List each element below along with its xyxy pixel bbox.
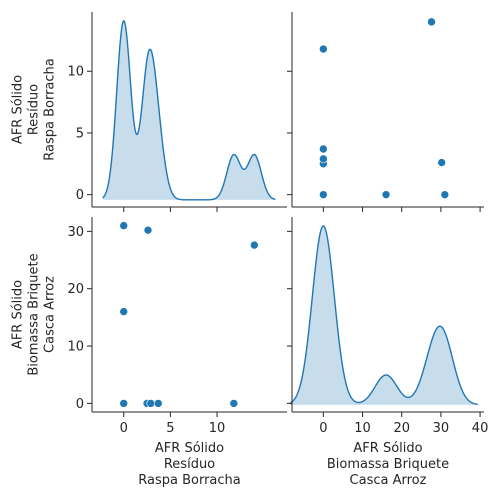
- x-axis-label-1-line-1: Biomassa Briquete: [327, 457, 449, 472]
- kde-0-y-tick-label-0: 0: [76, 188, 84, 203]
- scatter-1-0-y-tick-label-2: 20: [67, 282, 84, 297]
- x-axis-label-0-line-0: AFR Sólido: [155, 441, 224, 456]
- scatter-0-1-point-3: [440, 190, 450, 199]
- scatter-0-1-point-6: [319, 154, 328, 164]
- x-axis-label-0-line-1: Resíduo: [164, 457, 215, 472]
- y-axis-label-1-line-0: AFR Sólido: [11, 280, 26, 349]
- scatter-0-1-point-7: [319, 144, 328, 154]
- scatter-0-1-point-2: [381, 190, 391, 199]
- kde-1-x-tick-label-4: 40: [472, 421, 489, 436]
- scatter-1-0-point-5: [143, 225, 153, 235]
- scatter-1-0-point-8: [229, 399, 239, 408]
- x-axis-label-1-line-0: AFR Sólido: [353, 441, 422, 456]
- scatter-0-1-point-8: [319, 44, 328, 54]
- scatter-1-0-x-tick-label-0: 0: [120, 421, 128, 436]
- x-axis-label-0-line-2: Raspa Borracha: [138, 473, 241, 488]
- y-axis-label-residuo: AFR Sólido Resíduo Raspa Borracha: [11, 58, 58, 161]
- scatter-1-0-point-7: [153, 399, 163, 408]
- scatter-1-0-point-3: [119, 221, 129, 230]
- scatter-0-1-point-9: [427, 17, 436, 27]
- scatter-1-0-x-tick-label-1: 5: [166, 421, 174, 436]
- kde-1-x-tick-label-0: 0: [319, 421, 327, 436]
- scatter-panel-top-right: [287, 12, 484, 212]
- scatter-panel-bottom-left: 0 10 20 30 0 5 10: [67, 217, 287, 436]
- scatter-1-0-y-tick-label-1: 10: [67, 340, 84, 355]
- scatter-0-1-point-1: [319, 190, 328, 199]
- scatter-1-0-y-tick-label-3: 30: [67, 225, 84, 240]
- scatter-1-0-point-6: [146, 399, 156, 408]
- kde-1-density-line: [290, 225, 478, 406]
- scatter-1-0-point-1: [119, 399, 129, 408]
- kde-0-y-tick-label-2: 10: [67, 65, 84, 80]
- y-axis-label-0-line-0: AFR Sólido: [11, 75, 26, 144]
- kde-0-density-line: [102, 20, 276, 201]
- scatter-1-0-point-9: [250, 240, 259, 250]
- scatter-1-0-x-tick-label-2: 10: [209, 421, 226, 436]
- y-axis-label-0-line-1: Resíduo: [27, 84, 42, 135]
- kde-0-density-area: [102, 20, 276, 200]
- scatter-0-1-point-5: [437, 158, 446, 167]
- kde-1-density-area: [290, 225, 478, 405]
- y-axis-label-0-line-2: Raspa Borracha: [43, 58, 58, 161]
- kde-0-y-tick-label-1: 5: [76, 126, 84, 141]
- y-axis-label-1-line-2: Casca Arroz: [43, 276, 58, 353]
- kde-1-x-tick-label-1: 10: [354, 421, 371, 436]
- scatter-1-0-y-tick-label-0: 0: [76, 397, 84, 412]
- kde-1-x-tick-label-2: 20: [393, 421, 410, 436]
- kde-panel-biomassa: 0 10 20 30 40: [287, 217, 488, 436]
- kde-1-x-tick-label-3: 30: [433, 421, 450, 436]
- scatter-1-0-point-2: [119, 307, 129, 316]
- x-axis-label-1-line-2: Casca Arroz: [350, 473, 427, 488]
- y-axis-label-1-line-1: Biomassa Briquete: [27, 253, 42, 375]
- y-axis-label-biomassa: AFR Sólido Biomassa Briquete Casca Arroz: [11, 253, 58, 375]
- kde-panel-residuo: 0 5 10: [67, 12, 287, 212]
